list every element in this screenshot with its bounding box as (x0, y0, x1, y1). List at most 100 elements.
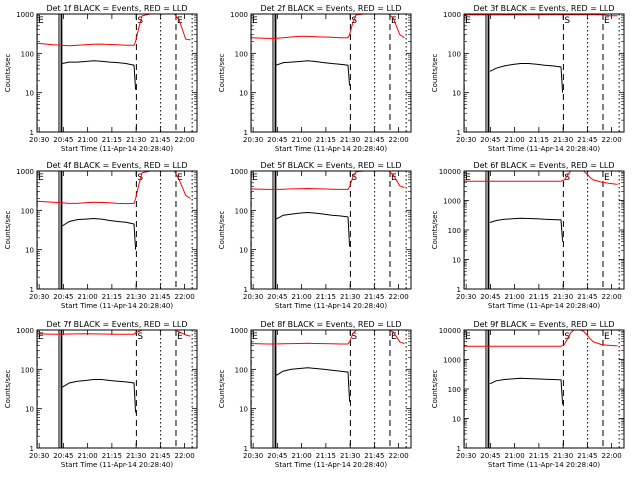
y-axis-label: Counts/sec (431, 211, 439, 250)
plot-frame (250, 329, 412, 449)
marker-label: S (564, 332, 570, 342)
y-tick-label: 1000 (230, 168, 248, 176)
y-tick-label: 1 (457, 129, 461, 137)
x-tick-label: 20:30 (456, 293, 476, 301)
lld-series-line (464, 14, 618, 17)
marker-label: S (351, 173, 357, 183)
x-tick-label: 21:00 (292, 293, 312, 301)
y-axis-label: Counts/sec (218, 54, 226, 93)
y-tick-label: 100 (21, 366, 34, 374)
chart-title: Det 3f BLACK = Events, RED = LLD (473, 4, 614, 13)
plot-frame (36, 329, 198, 449)
x-tick-label: 21:00 (292, 452, 312, 460)
x-tick-label: 20:45 (53, 452, 73, 460)
x-tick-label: 22:00 (602, 293, 622, 301)
x-tick-label: 21:00 (78, 452, 98, 460)
x-tick-label: 21:45 (364, 293, 384, 301)
x-tick-label: 21:45 (150, 452, 170, 460)
chart-title: Det 6f BLACK = Events, RED = LLD (473, 161, 614, 170)
marker-label: S (351, 16, 357, 26)
chart-panel-5: Det 5f BLACK = Events, RED = LLD Counts/s… (218, 161, 412, 310)
y-tick-label: 100 (21, 207, 34, 215)
x-tick-label: 20:30 (456, 136, 476, 144)
marker-label: S (564, 16, 570, 26)
y-tick-label: 1000 (443, 198, 461, 206)
x-tick-label: 20:45 (267, 136, 287, 144)
x-tick-label: 21:15 (102, 452, 122, 460)
x-tick-label: 22:00 (389, 293, 409, 301)
x-tick-label: 21:15 (529, 136, 549, 144)
lld-series-line (464, 329, 618, 347)
y-tick-label: 1 (244, 129, 248, 137)
marker-label: E (252, 332, 258, 342)
x-tick-label: 20:30 (29, 293, 49, 301)
x-tick-label: 21:45 (150, 293, 170, 301)
lld-series-line (250, 13, 405, 39)
chart-panel-2: Det 2f BLACK = Events, RED = LLD Counts/s… (218, 4, 412, 153)
chart-title: Det 2f BLACK = Events, RED = LLD (260, 4, 401, 13)
x-tick-label: 21:30 (126, 293, 146, 301)
y-tick-label: 10 (452, 416, 461, 424)
events-series-line (61, 217, 137, 250)
x-axis-label: Start Time (11-Apr-14 20:28:40) (488, 461, 600, 469)
marker-label: E (177, 332, 183, 342)
x-axis-label: Start Time (11-Apr-14 20:28:40) (488, 145, 600, 153)
chart-title: Det 8f BLACK = Events, RED = LLD (260, 320, 401, 329)
x-axis-label: Start Time (11-Apr-14 20:28:40) (488, 302, 600, 310)
x-tick-label: 21:30 (340, 452, 360, 460)
lld-series-line (36, 329, 191, 337)
y-tick-label: 10 (25, 247, 34, 255)
marker-label: E (465, 332, 471, 342)
plot-frame (250, 13, 412, 133)
y-tick-label: 1 (244, 286, 248, 294)
y-tick-label: 10 (239, 247, 248, 255)
plot-frame (463, 13, 625, 133)
events-series-line (275, 211, 351, 247)
x-tick-label: 21:15 (529, 452, 549, 460)
y-axis-label: Counts/sec (218, 211, 226, 250)
x-tick-label: 21:00 (505, 452, 525, 460)
y-tick-label: 10 (25, 406, 34, 414)
x-axis-label: Start Time (11-Apr-14 20:28:40) (275, 145, 387, 153)
chart-panel-1: Det 1f BLACK = Events, RED = LLD Counts/s… (4, 4, 198, 153)
x-tick-label: 20:30 (243, 452, 263, 460)
x-tick-label: 22:00 (175, 293, 195, 301)
x-tick-label: 21:00 (505, 136, 525, 144)
lld-series-line (250, 329, 405, 345)
x-tick-label: 20:45 (480, 136, 500, 144)
x-tick-label: 21:45 (364, 452, 384, 460)
x-tick-label: 21:15 (102, 293, 122, 301)
y-tick-label: 10000 (439, 327, 461, 335)
y-axis-label: Counts/sec (431, 370, 439, 409)
x-tick-label: 22:00 (389, 136, 409, 144)
y-axis-label: Counts/sec (4, 211, 12, 250)
y-tick-label: 10 (452, 90, 461, 98)
x-tick-label: 20:30 (243, 136, 263, 144)
marker-label: E (604, 332, 610, 342)
marker-label: E (391, 332, 397, 342)
x-axis-label: Start Time (11-Apr-14 20:28:40) (61, 302, 173, 310)
x-tick-label: 21:30 (553, 452, 573, 460)
y-tick-label: 1 (457, 286, 461, 294)
y-tick-label: 100 (235, 50, 248, 58)
plot-frame (36, 170, 198, 290)
x-axis-label: Start Time (11-Apr-14 20:28:40) (275, 302, 387, 310)
events-series-line (61, 379, 137, 413)
x-tick-label: 21:15 (529, 293, 549, 301)
x-tick-label: 21:45 (364, 136, 384, 144)
x-tick-label: 21:30 (340, 136, 360, 144)
x-tick-label: 22:00 (389, 452, 409, 460)
x-tick-label: 21:30 (126, 136, 146, 144)
y-tick-label: 1000 (230, 327, 248, 335)
y-tick-label: 10 (452, 257, 461, 265)
y-axis-label: Counts/sec (218, 370, 226, 409)
x-tick-label: 21:45 (577, 136, 597, 144)
x-tick-label: 21:00 (78, 293, 98, 301)
y-tick-label: 1 (457, 445, 461, 453)
chart-title: Det 9f BLACK = Events, RED = LLD (473, 320, 614, 329)
plot-frame (250, 170, 412, 290)
marker-label: E (38, 173, 44, 183)
y-tick-label: 1000 (443, 11, 461, 19)
lld-series-line (36, 13, 191, 47)
y-tick-label: 100 (448, 50, 461, 58)
